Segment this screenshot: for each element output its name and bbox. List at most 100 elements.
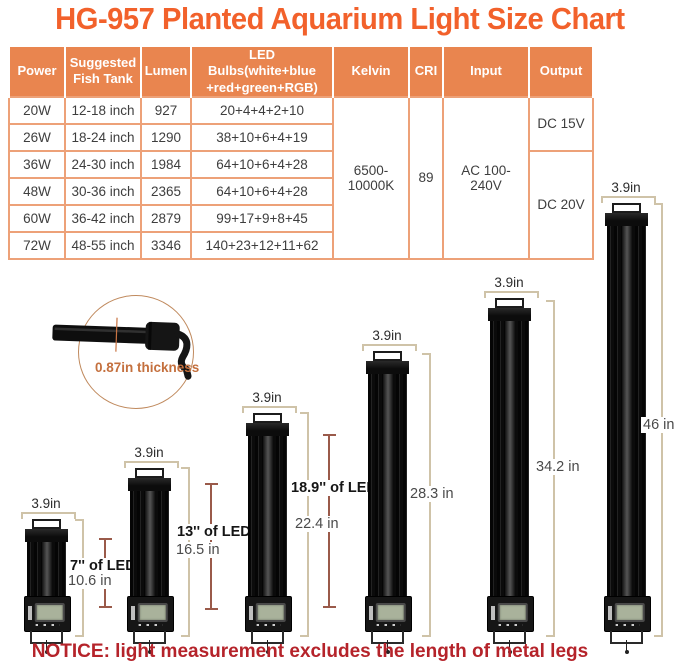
output-cell-dc15v: DC 15V <box>528 95 594 152</box>
led-cell: 64+10+6+4+28 <box>190 176 334 206</box>
width-label: 3.9in <box>494 275 524 290</box>
width-bracket <box>21 512 76 519</box>
control-buttons <box>256 623 281 626</box>
table-row: 20W 12-18 inch 927 20+4+4+2+10 6500-1000… <box>8 95 594 260</box>
power-cord <box>147 640 152 654</box>
power-cell: 60W <box>8 203 66 233</box>
power-cord <box>265 640 270 654</box>
power-cell: 26W <box>8 122 66 152</box>
col-header-tank: Suggested Fish Tank <box>64 45 142 98</box>
kelvin-cell: 6500-10000K <box>332 95 410 260</box>
led-cell: 64+10+6+4+28 <box>190 149 334 179</box>
led-cell: 140+23+12+11+62 <box>190 230 334 260</box>
tank-cell: 36-42 inch <box>64 203 142 233</box>
input-cell: AC 100-240V <box>442 95 530 260</box>
lcd-screen <box>614 603 645 622</box>
light-end-cap <box>605 213 648 226</box>
power-cord <box>507 640 512 654</box>
led-channel <box>262 436 273 598</box>
power-cell: 72W <box>8 230 66 260</box>
lumen-cell: 2365 <box>140 176 192 206</box>
power-cord <box>624 640 629 654</box>
led-cell: 20+4+4+2+10 <box>190 95 334 125</box>
width-label: 3.9in <box>372 328 402 343</box>
top-metal-leg <box>32 519 61 529</box>
top-metal-leg <box>373 351 402 361</box>
tank-cell: 24-30 inch <box>64 149 142 179</box>
width-label: 3.9in <box>252 390 282 405</box>
lumen-cell: 1984 <box>140 149 192 179</box>
power-cell: 48W <box>8 176 66 206</box>
tank-cell: 48-55 inch <box>64 230 142 260</box>
control-buttons <box>376 623 401 626</box>
notice-text: NOTICE: light measurement excludes the l… <box>31 641 589 662</box>
output-cell-dc20v: DC 20V <box>528 149 594 260</box>
cri-cell: 89 <box>408 95 444 260</box>
total-length-label: 22.4 in <box>293 516 341 532</box>
width-label: 3.9in <box>31 496 61 511</box>
total-length-label: 46 in <box>641 417 677 433</box>
top-metal-leg <box>612 203 641 213</box>
top-metal-leg <box>135 468 164 478</box>
page-title: HG-957 Planted Aquarium Light Size Chart <box>54 1 625 36</box>
light-body <box>127 478 174 632</box>
tank-cell: 30-36 inch <box>64 176 142 206</box>
total-length-label: 16.5 in <box>174 542 222 558</box>
col-header-power: Power <box>8 45 66 98</box>
col-header-output: Output <box>528 45 594 98</box>
tank-cell: 12-18 inch <box>64 95 142 125</box>
brand-tag <box>491 606 495 620</box>
lcd-display <box>604 596 651 632</box>
table-row: 72W 48-55 inch 3346 140+23+12+11+62 <box>8 230 593 260</box>
width-bracket <box>242 406 297 413</box>
brand-tag <box>28 606 32 620</box>
table-row: 60W 36-42 inch 2879 99+17+9+8+45 <box>8 203 593 233</box>
light-end-cap <box>488 308 531 321</box>
lcd-display <box>127 596 174 632</box>
tank-cell: 18-24 inch <box>64 122 142 152</box>
light-end-cap <box>25 529 68 542</box>
light-end-cap <box>366 361 409 374</box>
led-channel <box>41 542 52 598</box>
lcd-screen <box>375 603 406 622</box>
light-body <box>604 213 651 632</box>
table-row: 26W 18-24 inch 1290 38+10+6+4+19 <box>8 122 593 152</box>
light-body <box>24 529 71 632</box>
col-header-input: Input <box>442 45 530 98</box>
top-metal-leg <box>253 413 282 423</box>
col-header-led: LED Bulbs(white+blue +red+green+RGB) <box>190 45 334 98</box>
width-bracket <box>601 196 656 203</box>
control-buttons <box>35 623 60 626</box>
light-end-cap <box>246 423 289 436</box>
light-tube-illustration <box>52 317 192 380</box>
lumen-cell: 3346 <box>140 230 192 260</box>
lcd-screen <box>137 603 168 622</box>
col-header-kelvin: Kelvin <box>332 45 410 98</box>
lumen-cell: 1290 <box>140 122 192 152</box>
lcd-display <box>365 596 412 632</box>
brand-tag <box>369 606 373 620</box>
led-channel <box>621 226 632 598</box>
lumen-cell: 2879 <box>140 203 192 233</box>
light-body <box>487 308 534 632</box>
header-row: Power Suggested Fish Tank Lumen LED Bulb… <box>8 45 594 98</box>
total-length-label: 10.6 in <box>66 573 114 589</box>
table-row: 36W 24-30 inch 1984 64+10+6+4+28 DC 20V <box>8 149 594 260</box>
led-channel <box>144 491 155 598</box>
width-label: 3.9in <box>134 445 164 460</box>
top-metal-leg <box>495 298 524 308</box>
total-length-label: 28.3 in <box>408 486 456 502</box>
led-length-label: 7'' of LED <box>68 558 138 574</box>
control-buttons <box>138 623 163 626</box>
light-body <box>245 423 292 632</box>
thickness-inset-circle <box>78 295 194 409</box>
led-length-label: 18.9'' of LED <box>289 480 379 496</box>
table-row: 48W 30-36 inch 2365 64+10+6+4+28 <box>8 176 593 206</box>
lumen-cell: 927 <box>140 95 192 125</box>
spec-table: Power Suggested Fish Tank Lumen LED Bulb… <box>8 45 594 260</box>
